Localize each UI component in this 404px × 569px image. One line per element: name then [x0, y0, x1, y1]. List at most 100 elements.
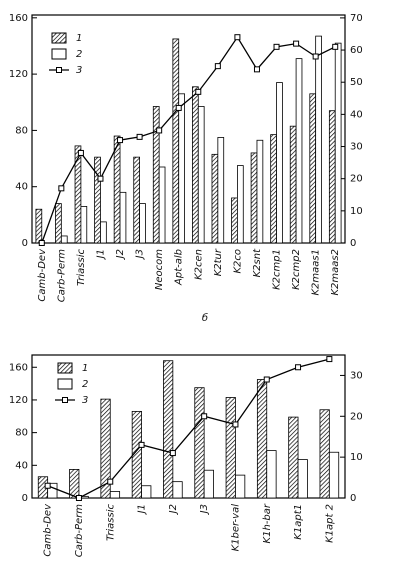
y2-tick-label: 30	[350, 142, 363, 153]
line-marker	[295, 364, 302, 371]
bar	[158, 166, 166, 244]
bar	[328, 451, 340, 499]
y-tick-label: 80	[15, 125, 28, 136]
legend-swatch	[51, 32, 67, 44]
bar	[172, 38, 180, 244]
bar	[194, 387, 205, 499]
x-tick-label: J1	[137, 504, 148, 515]
x-tick-label: K2cmp1	[272, 249, 283, 290]
y-tick-label: 120	[9, 395, 28, 406]
bar	[119, 191, 127, 244]
line-marker	[136, 133, 143, 140]
x-tick-label: Triassic	[105, 503, 116, 541]
line-marker	[234, 34, 241, 41]
bar	[288, 416, 299, 499]
bar	[309, 93, 317, 244]
y2-tick-label: 10	[350, 206, 363, 217]
bar	[141, 485, 152, 499]
legend-swatch	[62, 397, 68, 403]
y-tick-label: 40	[15, 460, 28, 471]
x-tick-label: J3	[199, 504, 210, 515]
x-tick-label: Camb-Dev	[43, 503, 54, 557]
bar	[289, 125, 297, 244]
line-marker	[195, 88, 202, 95]
bar	[109, 491, 121, 499]
bar	[74, 145, 82, 244]
bar	[113, 135, 121, 244]
line-marker	[214, 63, 221, 70]
bar	[319, 409, 330, 499]
line-marker	[107, 478, 114, 485]
bar	[256, 379, 268, 499]
y2-tick-label: 60	[350, 45, 363, 56]
line-marker	[44, 482, 51, 489]
x-tick-label: K2snt	[252, 248, 263, 277]
bar	[211, 153, 219, 244]
bar	[270, 134, 277, 244]
bar	[231, 197, 238, 244]
legend-swatch	[51, 48, 67, 60]
y2-tick-label: 20	[350, 174, 363, 185]
line-marker	[232, 421, 239, 428]
y2-tick-label: 10	[350, 452, 363, 463]
bar	[266, 450, 277, 499]
y2-tick-label: 20	[350, 411, 363, 422]
bar	[225, 397, 236, 499]
bar	[237, 165, 244, 244]
x-tick-label: Neocom	[154, 249, 165, 290]
bar	[163, 360, 174, 499]
line-marker	[169, 450, 176, 457]
x-tick-label: K2tur	[213, 248, 224, 276]
y2-tick-label: 0	[350, 493, 356, 504]
line-marker	[75, 495, 82, 501]
y2-tick-label: 40	[350, 109, 363, 120]
bar	[55, 203, 62, 244]
y2-tick-label: 30	[350, 370, 363, 381]
y2-tick-label: 70	[350, 13, 363, 24]
bar	[100, 221, 107, 244]
bar	[328, 110, 336, 244]
bar	[217, 137, 225, 244]
bar	[172, 481, 183, 499]
bar	[60, 235, 68, 244]
x-tick-label: J2	[115, 249, 126, 260]
bar	[35, 208, 43, 244]
bar	[250, 152, 258, 244]
x-tick-label: K2co	[232, 249, 243, 274]
legend-label: 3	[76, 65, 82, 76]
line-marker	[326, 356, 333, 363]
line-marker	[117, 137, 124, 144]
legend-label: 2	[76, 49, 82, 60]
line	[41, 35, 336, 244]
x-tick-label: K1ber-val	[230, 504, 241, 552]
line-marker	[201, 413, 208, 420]
line-marker	[156, 127, 163, 134]
bar	[178, 93, 185, 244]
bar	[192, 86, 199, 244]
bar	[133, 156, 140, 244]
x-tick-label: K1apt1	[293, 504, 304, 540]
x-tick-label: Camb-Dev	[37, 248, 48, 302]
bar	[47, 482, 58, 499]
bar	[334, 42, 342, 244]
bar	[297, 459, 308, 499]
line-marker	[253, 66, 260, 73]
legend-label: 1	[76, 33, 82, 44]
line-marker	[293, 40, 300, 47]
line	[47, 358, 330, 499]
y2-tick-label: 0	[350, 238, 356, 249]
bar	[80, 206, 88, 244]
bar	[152, 106, 160, 244]
y-tick-label: 120	[9, 69, 28, 80]
x-tick-label: Carb-Perm	[74, 504, 85, 557]
x-tick-label: K2maas1	[311, 249, 322, 296]
x-tick-label: J3	[135, 249, 146, 260]
legend-label: 1	[82, 363, 88, 374]
legend-label: 3	[82, 395, 88, 406]
y2-tick-label: 50	[350, 77, 363, 88]
legend-swatch	[57, 362, 73, 374]
bar	[100, 398, 111, 499]
bar	[203, 469, 214, 499]
